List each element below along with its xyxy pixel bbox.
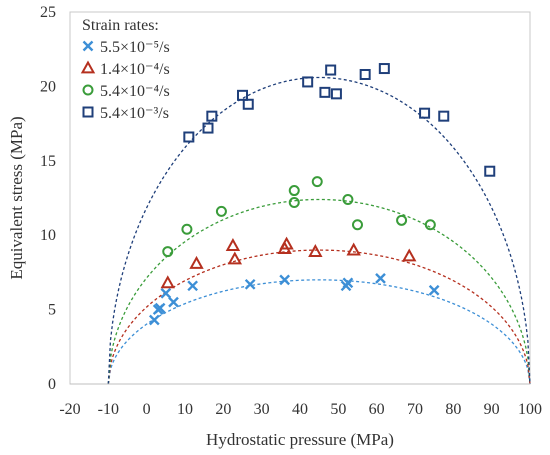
legend-entry: 5.5×10⁻⁵/s xyxy=(82,39,170,56)
point-square xyxy=(319,86,331,98)
point-square xyxy=(419,107,431,119)
y-tick-label: 0 xyxy=(48,376,56,393)
series-points xyxy=(148,273,440,326)
point-x xyxy=(148,314,160,326)
x-tick-label: 70 xyxy=(407,401,423,418)
point-square xyxy=(325,64,337,76)
x-axis: -20 -10 0 10 20 30 40 50 60 70 80 90 100 xyxy=(59,383,542,418)
legend-title: Strain rates: xyxy=(82,17,159,34)
point-triangle xyxy=(80,60,96,74)
x-tick-label: 0 xyxy=(143,401,151,418)
legend-entry: 5.4×10⁻³/s xyxy=(82,105,169,122)
point-x xyxy=(428,284,440,296)
point-x xyxy=(279,274,291,286)
legend-label: 5.5×10⁻⁵/s xyxy=(100,39,170,56)
x-tick-label: 100 xyxy=(518,401,542,418)
x-tick-label: 20 xyxy=(215,401,231,418)
series-points xyxy=(162,176,436,258)
y-tick-label: 5 xyxy=(48,302,56,319)
series-points xyxy=(183,63,496,177)
x-tick-label: 60 xyxy=(369,401,385,418)
point-square xyxy=(183,131,195,143)
point-triangle xyxy=(227,251,243,265)
point-x xyxy=(187,280,199,292)
point-triangle xyxy=(346,242,361,256)
legend-label: 1.4×10⁻⁴/s xyxy=(100,61,170,78)
point-circle xyxy=(342,193,354,205)
data-points xyxy=(148,63,496,326)
y-tick-label: 15 xyxy=(40,153,56,170)
y-tick-label: 20 xyxy=(40,78,56,95)
point-circle xyxy=(181,223,193,235)
x-tick-label: 90 xyxy=(484,401,500,418)
legend: Strain rates: 5.5×10⁻⁵/s 1.4×10⁻⁴/s 5.4×… xyxy=(80,17,170,122)
y-tick-label: 10 xyxy=(40,227,56,244)
point-circle xyxy=(215,205,227,217)
point-x xyxy=(154,302,166,314)
fit-curve xyxy=(107,76,531,385)
x-tick-label: 40 xyxy=(292,401,308,418)
point-circle xyxy=(352,219,363,231)
legend-label: 5.4×10⁻³/s xyxy=(100,105,169,122)
point-x xyxy=(168,296,179,308)
x-tick-label: 30 xyxy=(254,401,270,418)
legend-marker-circle xyxy=(82,84,94,96)
legend-marker-triangle xyxy=(80,60,96,74)
fit-curve xyxy=(107,249,531,385)
y-tick-label: 25 xyxy=(40,4,56,21)
fit-curve xyxy=(107,279,531,385)
point-x xyxy=(342,277,354,289)
fit-curve xyxy=(107,198,531,385)
point-x xyxy=(375,273,386,284)
point-square xyxy=(378,63,390,75)
point-circle xyxy=(396,214,408,226)
point-circle xyxy=(288,196,300,208)
point-x xyxy=(160,287,172,299)
point-circle xyxy=(82,84,94,96)
point-square xyxy=(82,106,94,118)
x-tick-label: -20 xyxy=(59,401,80,418)
point-triangle xyxy=(308,244,323,257)
point-circle xyxy=(311,176,323,188)
x-axis-title: Hydrostatic pressure (MPa) xyxy=(206,430,394,449)
point-circle xyxy=(424,219,436,231)
point-square xyxy=(242,98,254,110)
legend-marker-x xyxy=(82,40,94,52)
point-square xyxy=(330,88,342,100)
legend-entry: 1.4×10⁻⁴/s xyxy=(80,60,170,78)
legend-marker-square xyxy=(82,106,94,118)
y-axis-title: Equivalent stress (MPa) xyxy=(7,116,26,279)
x-tick-label: 10 xyxy=(177,401,193,418)
point-square xyxy=(302,76,314,88)
point-triangle xyxy=(225,238,241,252)
point-square xyxy=(206,110,218,122)
point-square xyxy=(484,165,496,177)
y-axis: 0 5 10 15 20 25 xyxy=(40,4,56,393)
point-circle xyxy=(162,246,174,258)
point-triangle xyxy=(189,255,204,269)
point-square xyxy=(202,122,214,134)
point-triangle xyxy=(402,248,417,262)
point-square xyxy=(359,68,371,80)
fitted-curves xyxy=(107,76,531,385)
x-tick-label: -10 xyxy=(98,401,119,418)
point-x xyxy=(82,40,94,52)
point-triangle xyxy=(160,275,175,289)
point-triangle xyxy=(279,236,294,250)
x-tick-label: 50 xyxy=(330,401,346,418)
x-tick-label: 80 xyxy=(445,401,461,418)
point-circle xyxy=(288,185,300,197)
legend-label: 5.4×10⁻⁴/s xyxy=(100,83,170,100)
legend-entry: 5.4×10⁻⁴/s xyxy=(82,83,170,100)
point-square xyxy=(237,89,248,101)
point-square xyxy=(438,110,450,122)
point-x xyxy=(244,278,256,290)
series-points xyxy=(160,236,417,289)
